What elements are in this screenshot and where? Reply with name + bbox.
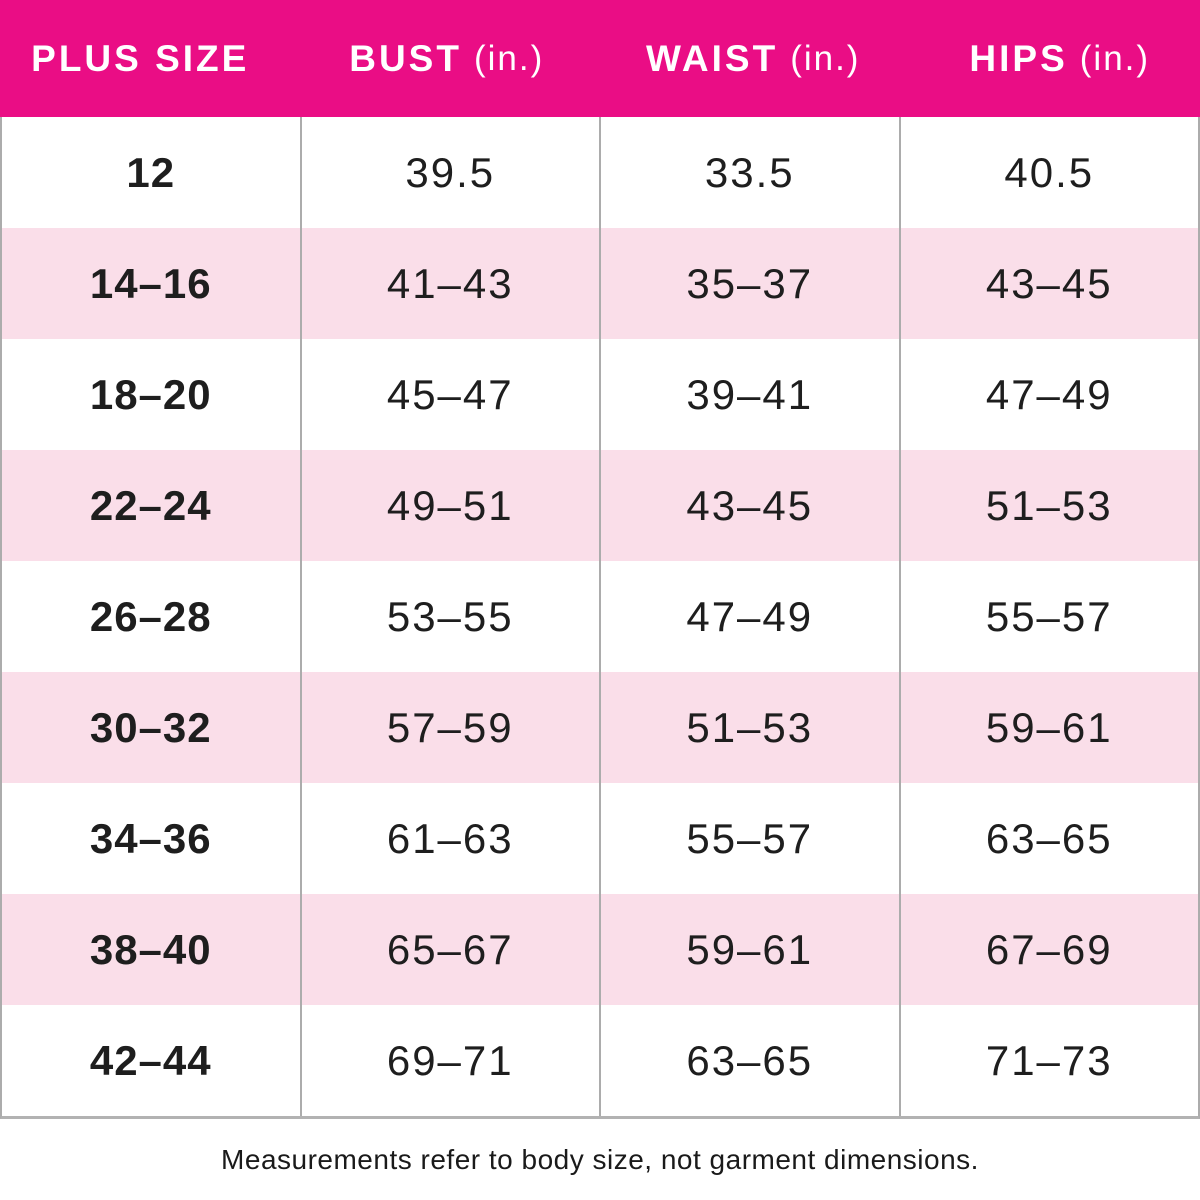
size-cell: 12 xyxy=(126,148,176,196)
size-cell: 14–16 xyxy=(89,259,212,307)
column-header-hips: HIPS (in.) xyxy=(894,0,1200,117)
size-cell: 34–36 xyxy=(89,814,212,862)
bust-cell: 53–55 xyxy=(299,561,600,672)
bust-cell: 41–43 xyxy=(299,228,600,339)
bust-cell: 57–59 xyxy=(299,672,600,783)
bust-cell: 49–51 xyxy=(299,450,600,561)
size-cell: 18–20 xyxy=(89,370,212,418)
bust-cell: 45–47 xyxy=(299,339,600,450)
table-row: 42–44 69–71 63–65 71–73 xyxy=(2,1005,1198,1116)
waist-cell: 63–65 xyxy=(599,1005,899,1116)
table-row: 22–24 49–51 43–45 51–53 xyxy=(2,450,1198,561)
column-header-label: HIPS xyxy=(969,37,1068,79)
bust-cell: 65–67 xyxy=(299,894,600,1005)
column-header-label: WAIST xyxy=(646,37,779,79)
table-row: 30–32 57–59 51–53 59–61 xyxy=(2,672,1198,783)
bust-cell: 69–71 xyxy=(299,1005,600,1116)
waist-cell: 43–45 xyxy=(599,450,899,561)
footnote-text: Measurements refer to body size, not gar… xyxy=(221,1143,979,1175)
hips-cell: 71–73 xyxy=(898,1005,1199,1116)
table-row: 34–36 61–63 55–57 63–65 xyxy=(2,783,1198,894)
column-header-unit: (in.) xyxy=(790,38,861,78)
bust-cell: 61–63 xyxy=(299,783,600,894)
hips-cell: 51–53 xyxy=(898,450,1199,561)
hips-cell: 59–61 xyxy=(898,672,1199,783)
hips-cell: 47–49 xyxy=(898,339,1199,450)
table-header-row: PLUS SIZE BUST (in.) WAIST (in.) HIPS (i… xyxy=(0,0,1200,117)
column-header-unit: (in.) xyxy=(473,38,545,78)
waist-cell: 33.5 xyxy=(599,117,899,228)
column-header-waist: WAIST (in.) xyxy=(587,0,894,117)
hips-cell: 40.5 xyxy=(898,117,1199,228)
size-cell: 42–44 xyxy=(89,1036,212,1084)
table-row: 26–28 53–55 47–49 55–57 xyxy=(2,561,1198,672)
hips-cell: 67–69 xyxy=(898,894,1199,1005)
footnote-area: Measurements refer to body size, not gar… xyxy=(0,1119,1200,1200)
size-cell: 30–32 xyxy=(89,703,212,751)
column-header-bust: BUST (in.) xyxy=(281,0,588,117)
waist-cell: 59–61 xyxy=(599,894,899,1005)
size-cell: 26–28 xyxy=(89,592,212,640)
table-body: 12 39.5 33.5 40.5 14–16 41–43 35–37 43–4… xyxy=(0,117,1200,1119)
hips-cell: 55–57 xyxy=(898,561,1199,672)
column-header-label: PLUS SIZE xyxy=(31,37,250,79)
bust-cell: 39.5 xyxy=(299,117,600,228)
column-header-label: BUST xyxy=(349,37,462,79)
size-cell: 38–40 xyxy=(89,925,212,973)
waist-cell: 39–41 xyxy=(599,339,899,450)
column-header-plus-size: PLUS SIZE xyxy=(0,0,281,117)
waist-cell: 47–49 xyxy=(599,561,899,672)
waist-cell: 51–53 xyxy=(599,672,899,783)
hips-cell: 63–65 xyxy=(898,783,1199,894)
table-row: 12 39.5 33.5 40.5 xyxy=(2,117,1198,228)
table-row: 14–16 41–43 35–37 43–45 xyxy=(2,228,1198,339)
table-row: 18–20 45–47 39–41 47–49 xyxy=(2,339,1198,450)
waist-cell: 55–57 xyxy=(599,783,899,894)
table-row: 38–40 65–67 59–61 67–69 xyxy=(2,894,1198,1005)
waist-cell: 35–37 xyxy=(599,228,899,339)
column-header-unit: (in.) xyxy=(1079,38,1151,78)
size-cell: 22–24 xyxy=(89,481,212,529)
hips-cell: 43–45 xyxy=(898,228,1199,339)
